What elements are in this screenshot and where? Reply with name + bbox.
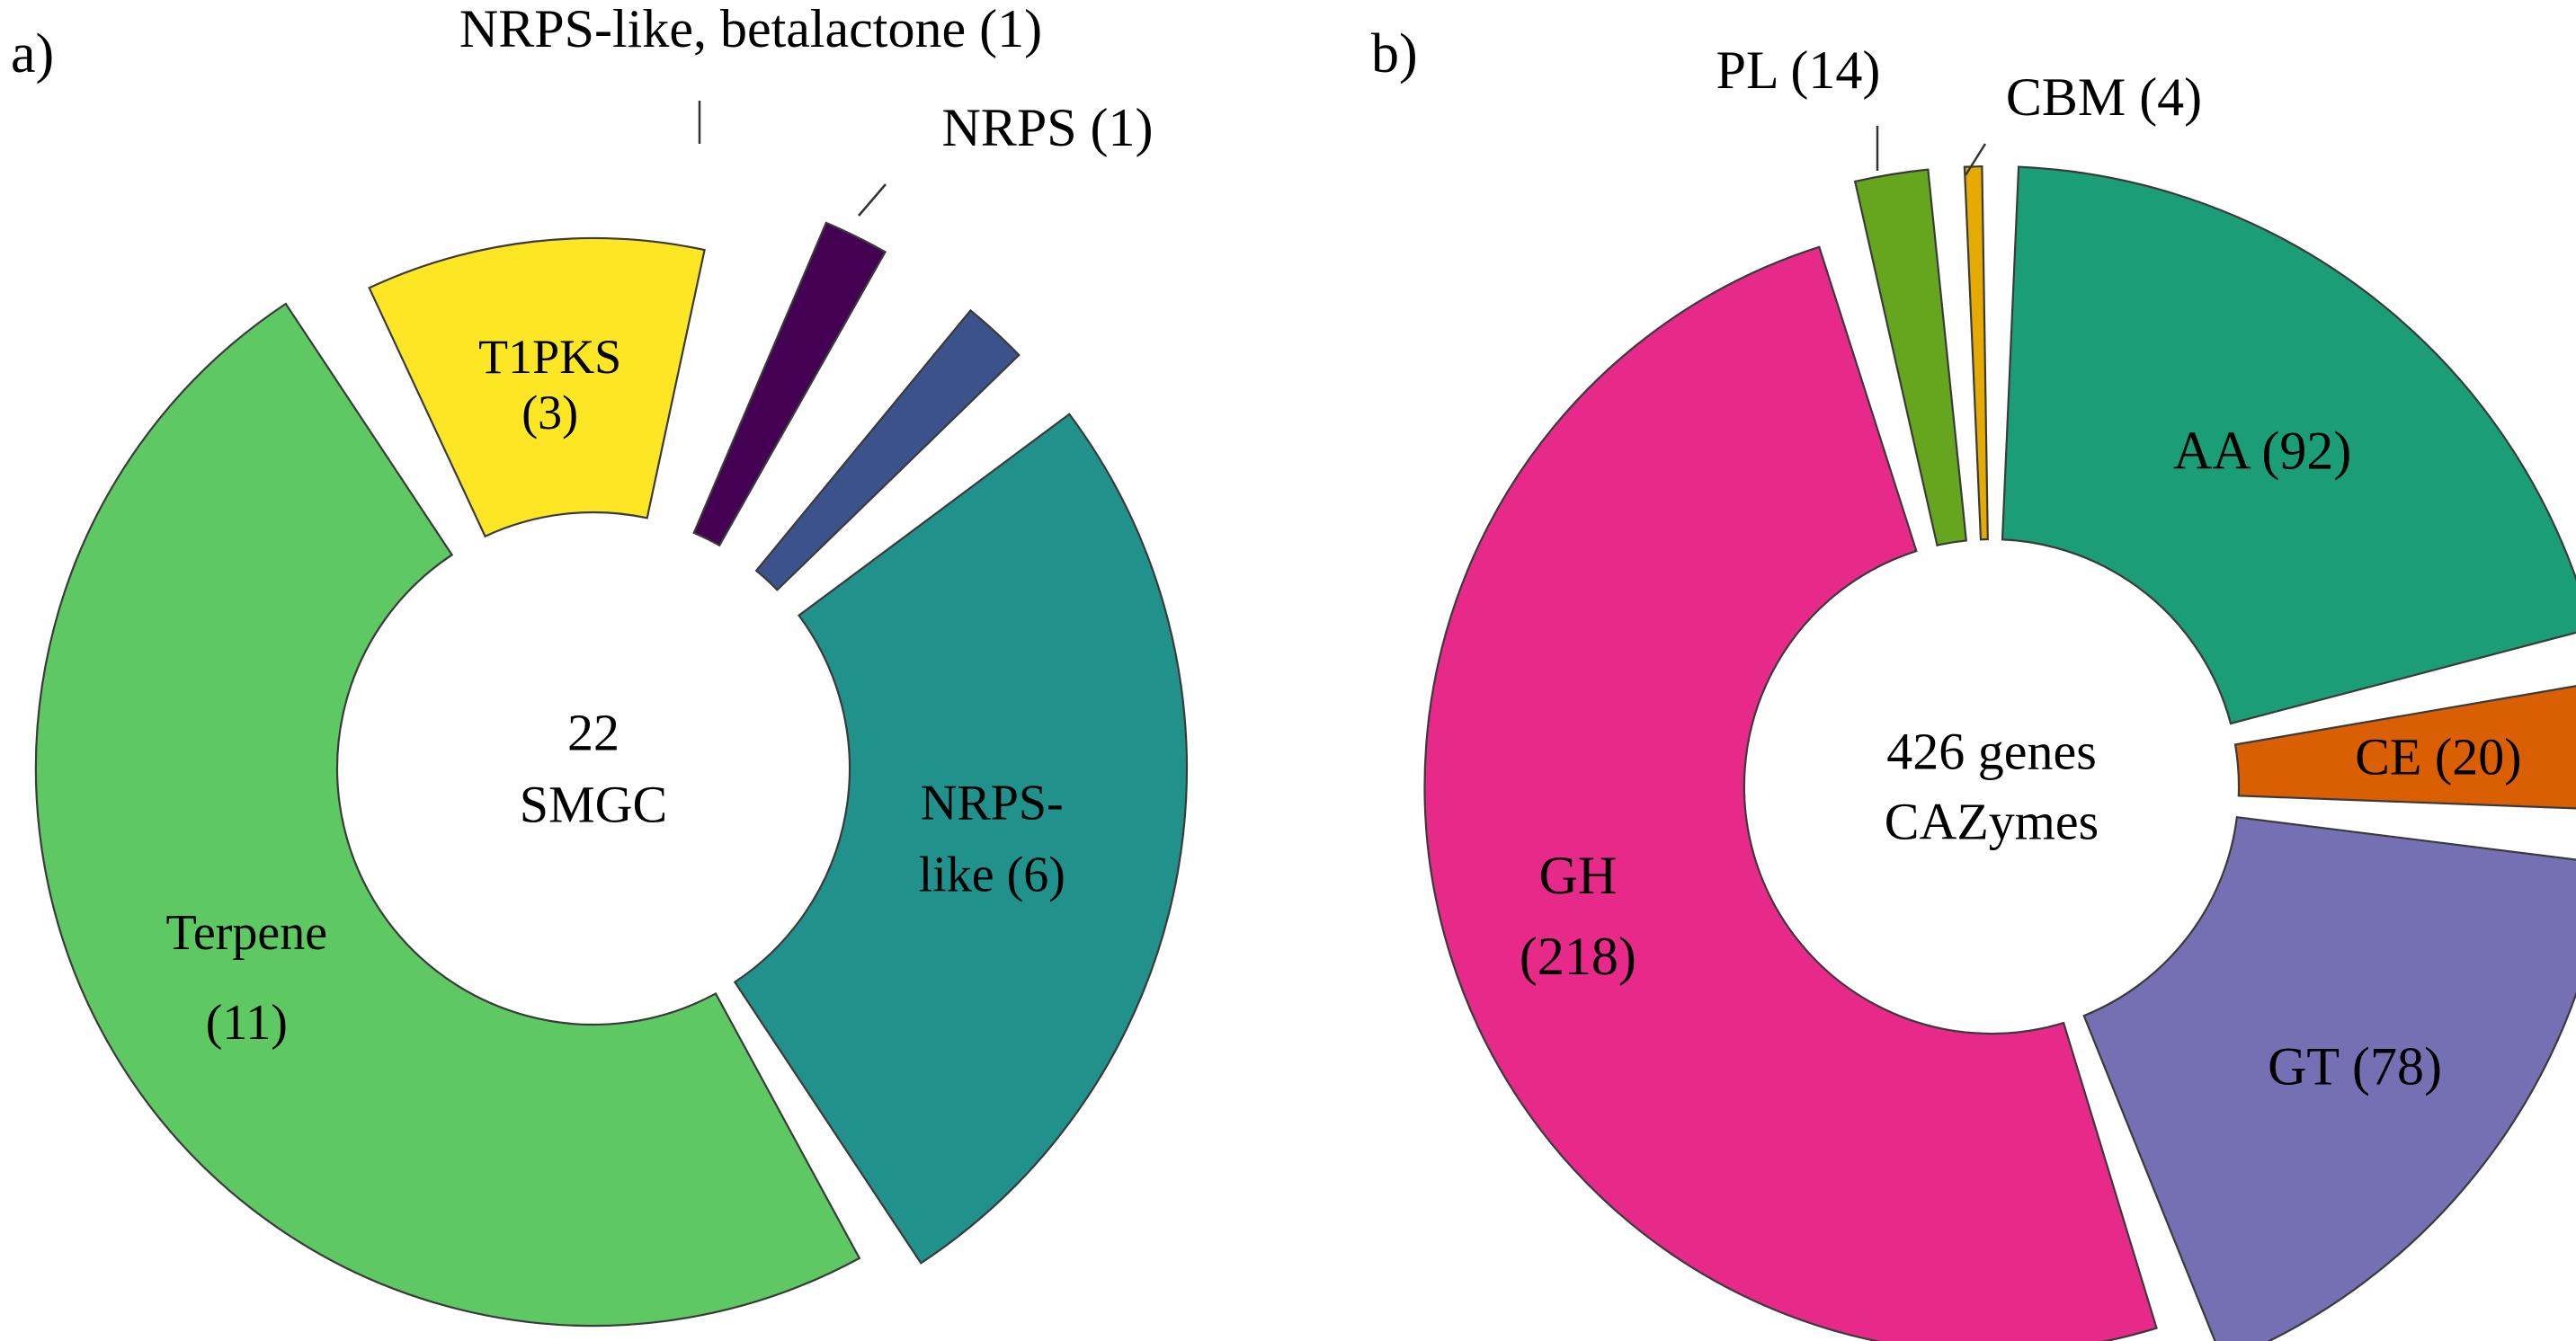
slice-a-nrps bbox=[754, 308, 1021, 591]
center-label-b: 426 genes CAZymes bbox=[1885, 723, 2099, 851]
slice-b-pl bbox=[1853, 168, 1968, 547]
slice-label-a-nrps: NRPS (1) bbox=[941, 98, 1153, 157]
slice-label-b-ce: CE (20) bbox=[2355, 728, 2521, 786]
donut-chart-b: b) AA (92) CE (20) GT (78) GH (218) PL (14) CB… bbox=[1371, 23, 2576, 1341]
slice-a-nrps-like-betalactone bbox=[692, 221, 887, 547]
slice-label-a-nrps-like-betalactone: NRPS-like, betalactone (1) bbox=[459, 0, 1042, 58]
slice-label-a-nrps-like: NRPS-like (6) bbox=[919, 776, 1065, 903]
slice-label-b-cbm: CBM (4) bbox=[2006, 67, 2202, 127]
slice-b-aa bbox=[2001, 165, 2576, 725]
slice-a-nrps-like bbox=[733, 413, 1189, 1265]
slice-b-gh bbox=[1423, 245, 2158, 1341]
slice-label-b-aa: AA (92) bbox=[2173, 422, 2351, 481]
slice-label-b-pl: PL (14) bbox=[1716, 40, 1881, 100]
slice-label-a-t1pks: T1PKS (3) bbox=[478, 330, 621, 440]
slice-label-b-gt: GT (78) bbox=[2268, 1037, 2442, 1097]
slice-a-terpene bbox=[34, 302, 861, 1328]
slice-label-a-terpene: Terpene (11) bbox=[166, 905, 328, 1051]
slice-b-gt bbox=[2082, 815, 2576, 1341]
leader-line-b-cbm bbox=[1964, 143, 1987, 176]
leader-line-a-nrps bbox=[858, 183, 887, 217]
panel-label-b: b) bbox=[1371, 23, 1418, 84]
slice-label-b-gh: GH (218) bbox=[1520, 846, 1636, 986]
center-label-a: 22 SMGC bbox=[520, 704, 667, 834]
donut-chart-a: a) T1PKS (3) NRPS-like, betalactone (1) NRP… bbox=[11, 0, 1189, 1328]
slice-b-cbm bbox=[1963, 164, 1989, 541]
panel-label-a: a) bbox=[11, 23, 54, 84]
slice-b-ce bbox=[2233, 685, 2576, 810]
slice-a-t1pks bbox=[368, 236, 706, 538]
